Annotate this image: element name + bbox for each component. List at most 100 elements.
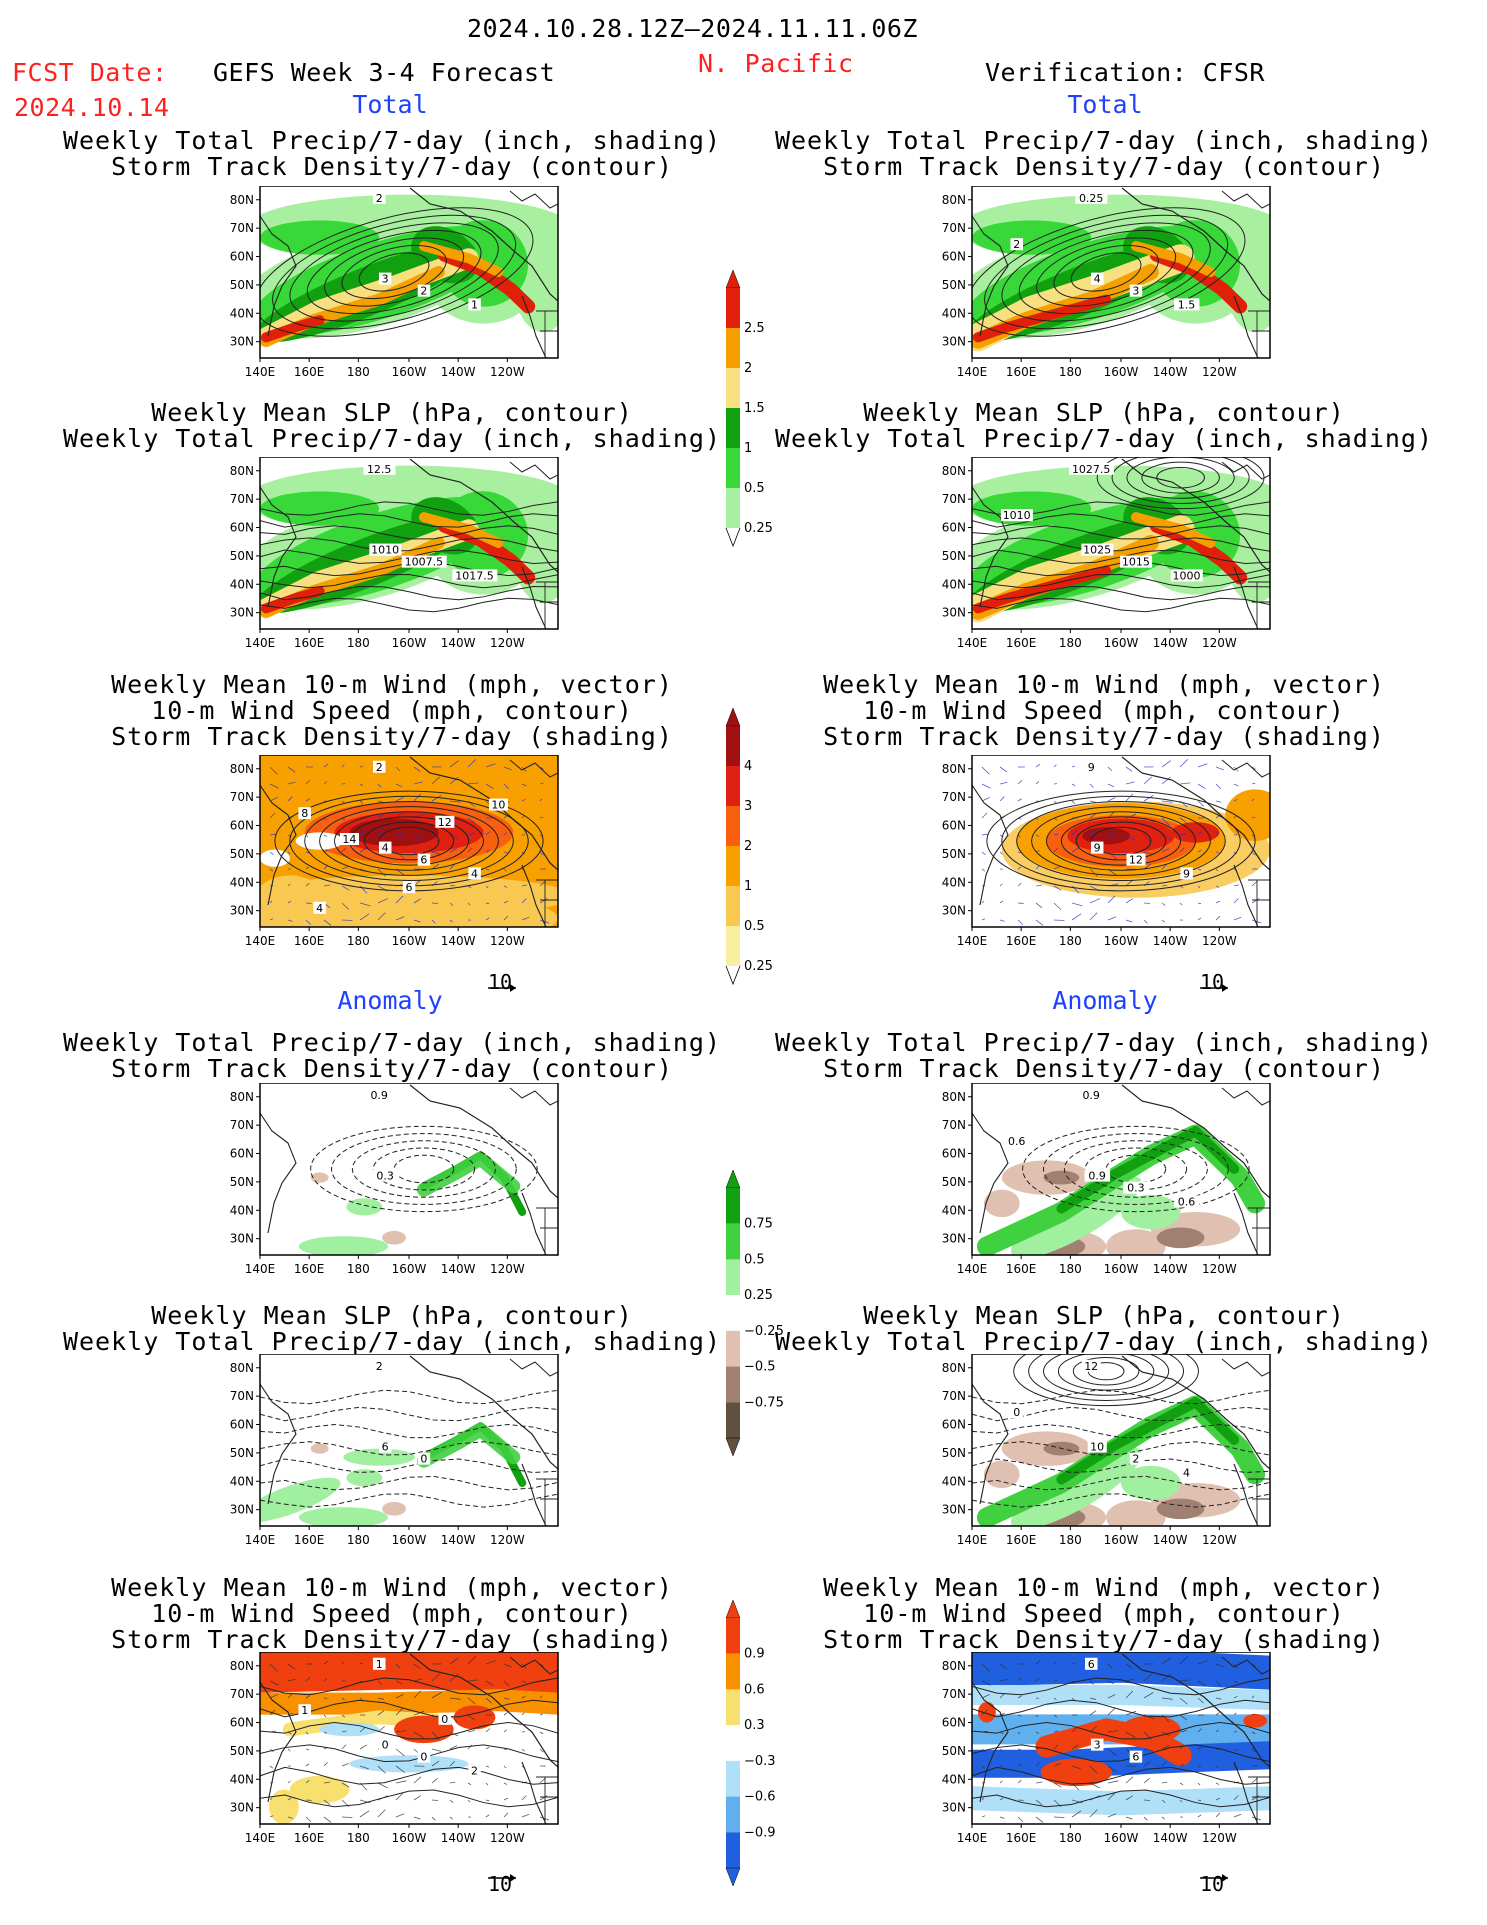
- panel-title-right-r2-l2: Weekly Total Precip/7-day (inch, shading…: [774, 424, 1434, 453]
- contour-label: 12: [438, 816, 452, 829]
- lon-label: 140W: [441, 934, 476, 948]
- panel-title-right-r4-l1: Weekly Total Precip/7-day (inch, shading…: [774, 1028, 1434, 1057]
- lat-label: 40N: [230, 1772, 254, 1786]
- contour-label: 2: [471, 1764, 478, 1777]
- lon-label: 140E: [245, 365, 276, 379]
- lon-label: 120W: [490, 365, 525, 379]
- panel-title-left-r5-l1: Weekly Mean SLP (hPa, contour): [151, 1301, 633, 1330]
- region-title: N. Pacific: [698, 49, 854, 78]
- total-label-right: Total: [1067, 90, 1143, 119]
- contour-label: 1: [301, 1704, 308, 1717]
- lon-label: 140W: [441, 365, 476, 379]
- panel-title-right-r5-l2: Weekly Total Precip/7-day (inch, shading…: [774, 1327, 1434, 1356]
- panel-title-right-r3-l3: Storm Track Density/7-day (shading): [823, 722, 1385, 751]
- lon-label: 180: [347, 934, 370, 948]
- contour-label: 9: [1088, 761, 1095, 774]
- lat-label: 50N: [230, 1175, 254, 1189]
- colorbar-swatch: [726, 926, 740, 966]
- lon-label: 140W: [441, 636, 476, 650]
- vector-ref-right-2-value: 10: [1200, 1872, 1225, 1896]
- map-panel-p3-right: 80N 70N 60N 50N 40N 30N 140E 160E 180 160W 140W 120…: [912, 755, 1290, 951]
- colorbar-swatch: [726, 1223, 740, 1260]
- colorbar-arrow-bottom: [725, 1437, 741, 1457]
- lon-label: 180: [347, 1262, 370, 1276]
- contour-label: 9: [1094, 842, 1101, 855]
- lon-label: 160W: [392, 1262, 427, 1276]
- panel-title-left-r5-l2: Weekly Total Precip/7-day (inch, shading…: [62, 1327, 722, 1356]
- contour-label: 1: [376, 1658, 383, 1671]
- contour-label: 1027.5: [1072, 463, 1111, 476]
- lat-label: 60N: [942, 1147, 966, 1161]
- contour-label: 10: [1090, 1441, 1104, 1454]
- colorbar-swatch: [726, 806, 740, 846]
- lat-label: 30N: [230, 606, 254, 620]
- lat-label: 70N: [942, 492, 966, 506]
- colorbar-swatch: [726, 1760, 740, 1797]
- colorbar-precip_total: 2.5 2 1.5 1 0.5 0.25: [722, 268, 802, 572]
- colorbar-swatch: [726, 1725, 740, 1761]
- colorbar-label: 0.9: [744, 1647, 765, 1662]
- colorbar-label: 0.25: [744, 959, 773, 974]
- colorbar-label: −0.75: [744, 1395, 784, 1410]
- lat-label: 70N: [942, 1118, 966, 1132]
- lat-label: 70N: [230, 790, 254, 804]
- colorbar-arrow-top: [725, 1599, 741, 1619]
- lon-label: 180: [1059, 365, 1082, 379]
- colorbar-storm_anom: 0.9 0.6 0.3 −0.3 −0.6 −0.9: [722, 1598, 802, 1912]
- lat-label: 80N: [230, 193, 254, 207]
- colorbar-swatch: [726, 726, 740, 766]
- map-panel-p2-right: 80N 70N 60N 50N 40N 30N 140E 160E 180 160W 140W 120…: [912, 457, 1290, 653]
- colorbar-swatch: [726, 368, 740, 408]
- lon-label: 160E: [1006, 636, 1037, 650]
- colorbar-label: 0.5: [744, 481, 765, 496]
- lat-label: 30N: [230, 1232, 254, 1246]
- lon-label: 140E: [957, 1831, 988, 1845]
- colorbar-swatch: [726, 1796, 740, 1833]
- colorbar-swatch: [726, 1832, 740, 1868]
- map-svg: 80N 70N 60N 50N 40N 30N 140E 160E 180 160W 140W 120…: [942, 457, 1271, 650]
- panel-title-left-r6-l1: Weekly Mean 10-m Wind (mph, vector): [111, 1573, 673, 1602]
- lat-label: 60N: [230, 250, 254, 264]
- lat-label: 50N: [230, 847, 254, 861]
- colorbar-arrow-top: [725, 1169, 741, 1189]
- lat-label: 30N: [230, 1503, 254, 1517]
- lon-label: 180: [1059, 636, 1082, 650]
- lat-label: 70N: [942, 221, 966, 235]
- contour-label: 3: [1094, 1739, 1101, 1752]
- map-panel-p4-right: 80N 70N 60N 50N 40N 30N 140E 160E 180 160W 140W 120…: [912, 1083, 1290, 1279]
- vector-ref-left-1-value: 10: [488, 970, 513, 994]
- period-title: 2024.10.28.12Z–2024.11.11.06Z: [467, 14, 918, 43]
- lat-label: 60N: [230, 1716, 254, 1730]
- lat-label: 80N: [942, 1659, 966, 1673]
- lon-label: 160W: [392, 1831, 427, 1845]
- colorbar-swatch: [726, 1295, 740, 1331]
- lon-label: 160W: [1104, 1533, 1139, 1547]
- map-panel-p4-left: 80N 70N 60N 50N 40N 30N 140E 160E 180 160W 140W 120…: [200, 1083, 578, 1279]
- lat-label: 40N: [942, 1474, 966, 1488]
- lat-label: 50N: [230, 278, 254, 292]
- lat-label: 60N: [230, 819, 254, 833]
- lon-label: 140E: [957, 636, 988, 650]
- panel-title-right-r1-l1: Weekly Total Precip/7-day (inch, shading…: [774, 126, 1434, 155]
- lon-label: 140E: [245, 1831, 276, 1845]
- contour-label: 0.6: [1008, 1135, 1025, 1148]
- contour-label: 1017.5: [455, 569, 494, 582]
- lon-label: 120W: [1202, 1831, 1237, 1845]
- lat-label: 50N: [942, 1744, 966, 1758]
- colorbar-swatch: [726, 408, 740, 448]
- panel-title-right-r6-l2: 10-m Wind Speed (mph, contour): [863, 1599, 1345, 1628]
- colorbar-swatch: [726, 1618, 740, 1654]
- lat-label: 30N: [230, 1801, 254, 1815]
- lat-label: 50N: [942, 278, 966, 292]
- lat-label: 80N: [942, 762, 966, 776]
- lon-label: 140E: [245, 1533, 276, 1547]
- panel-title-right-r3-l2: 10-m Wind Speed (mph, contour): [863, 696, 1345, 725]
- lat-label: 60N: [230, 1147, 254, 1161]
- panel-title-right-r1-l2: Storm Track Density/7-day (contour): [823, 152, 1385, 181]
- vector-ref-right-1: [1198, 976, 1232, 1000]
- colorbar-arrow-top: [725, 269, 741, 289]
- colorbar-label: 2.5: [744, 321, 765, 336]
- vector-ref-right-1-value: 10: [1200, 970, 1225, 994]
- colorbar-swatch: [726, 488, 740, 528]
- anomaly-label-left: Anomaly: [337, 986, 443, 1015]
